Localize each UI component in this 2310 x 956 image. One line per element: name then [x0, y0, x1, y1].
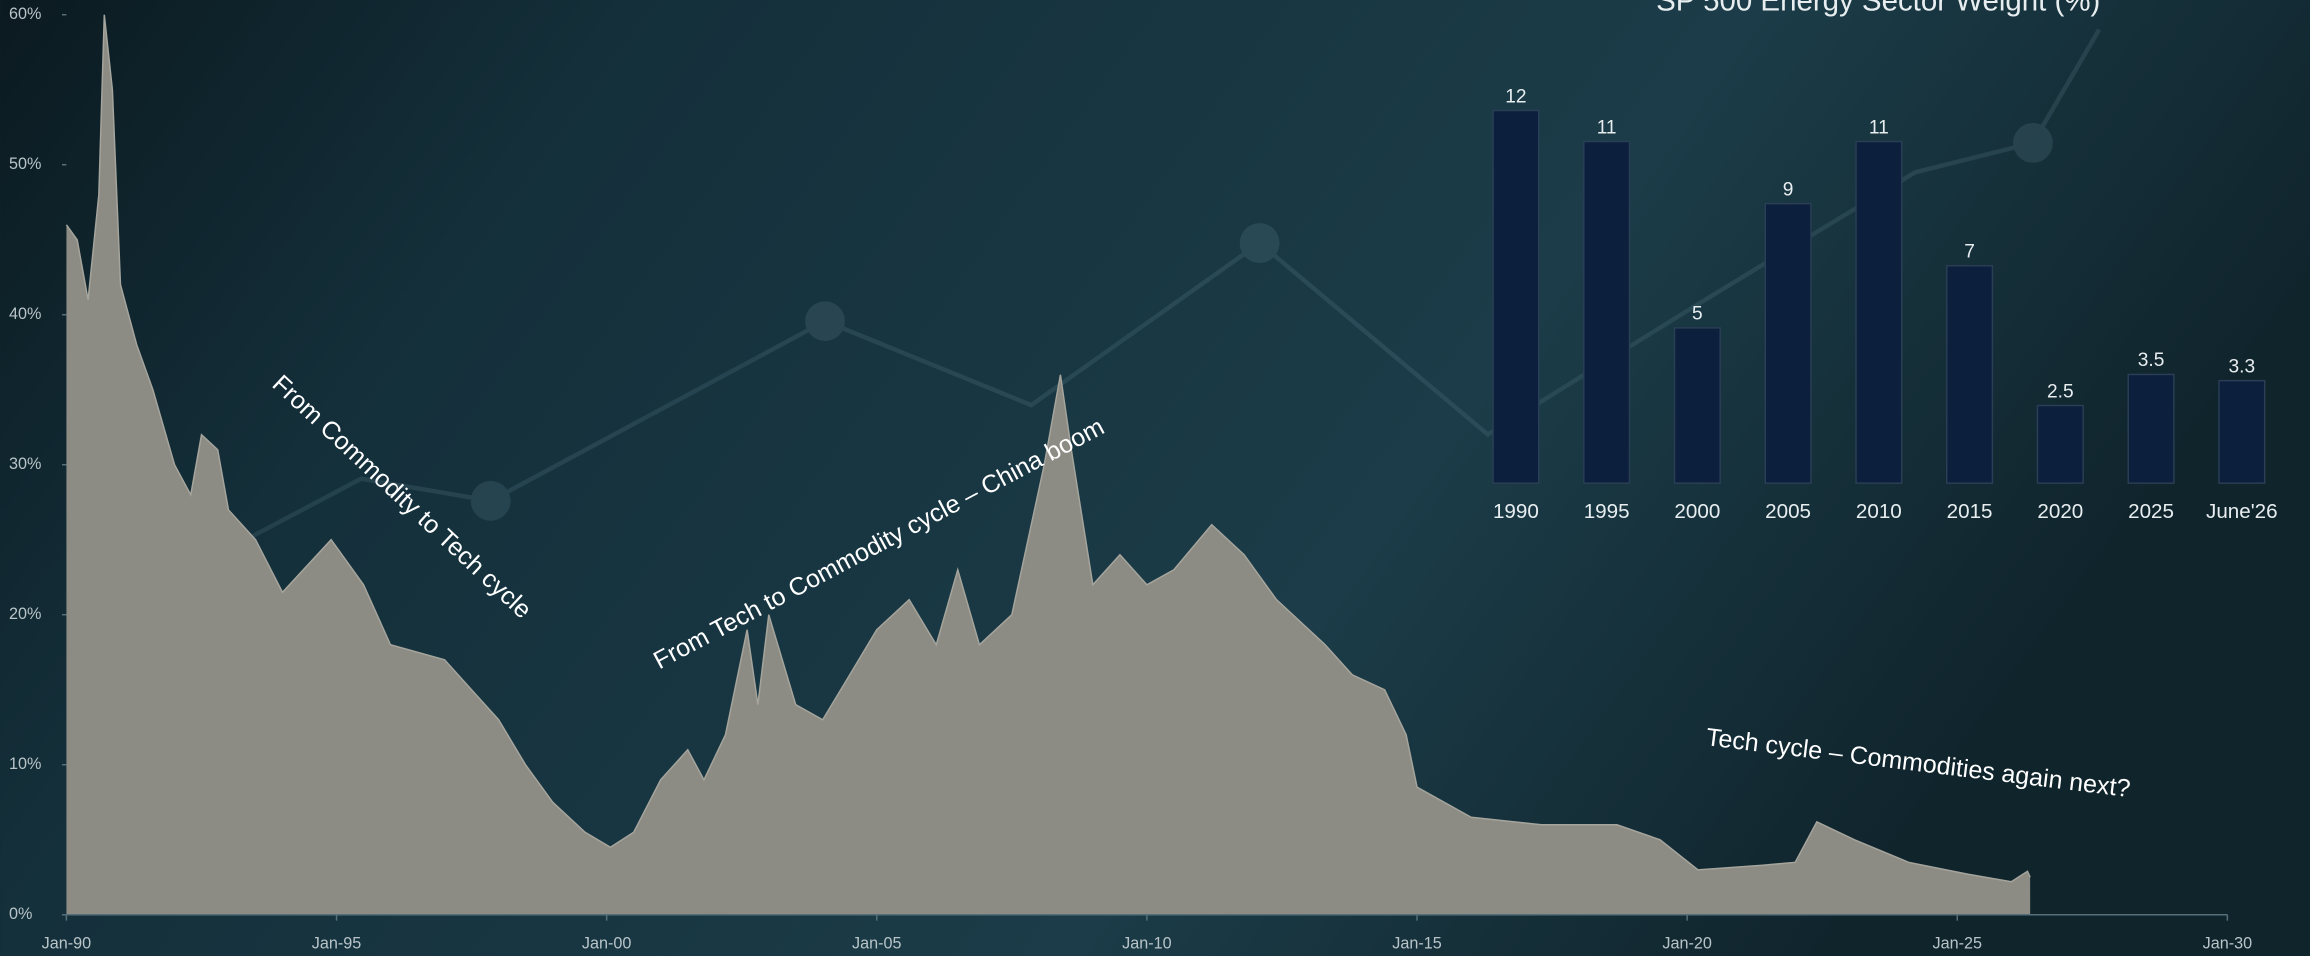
x-tick-label: 2025: [2128, 500, 2174, 523]
value-label: 2.5: [2047, 381, 2074, 402]
decoration: [234, 28, 2102, 547]
value-label: 9: [1783, 179, 1794, 200]
x-tick-label: Jan-25: [1933, 934, 1983, 952]
bar: [1583, 140, 1631, 484]
x-tick-label: Jan-15: [1392, 934, 1442, 952]
y-tick-label: 0%: [9, 905, 32, 923]
value-label: 11: [1869, 117, 1889, 138]
bar-chart: SP 500 Energy Sector Weight (%) 12 1990 11 1…: [1492, 0, 2278, 523]
bar: [1492, 109, 1540, 484]
x-tick-label: Jan-20: [1662, 934, 1712, 952]
x-tick-label: 1990: [1493, 500, 1539, 523]
bar: [1764, 202, 1812, 484]
y-tick-label: 50%: [9, 155, 41, 173]
x-tick-label: Jan-95: [312, 934, 362, 952]
bar: [1855, 140, 1903, 484]
x-tick-label: 2020: [2037, 500, 2083, 523]
bar: [2127, 373, 2175, 484]
x-tick-label: 2015: [1947, 500, 1993, 523]
y-tick-label: 30%: [9, 455, 41, 473]
y-tick-label: 20%: [9, 605, 41, 623]
x-tick-label: 1995: [1584, 500, 1630, 523]
x-tick-label: 2005: [1765, 500, 1811, 523]
x-tick-label: Jan-10: [1122, 934, 1172, 952]
bar: [1673, 327, 1721, 484]
bar: [1946, 265, 1994, 484]
x-tick-label: 2010: [1856, 500, 1902, 523]
x-tick-label: Jan-00: [582, 934, 631, 952]
x-tick-label: Jan-05: [852, 934, 902, 952]
x-tick-label: June'26: [2206, 500, 2278, 523]
y-tick-label: 40%: [9, 305, 41, 323]
chart-title: SP 500 Energy Sector Weight (%): [1656, 0, 2100, 18]
bar: [2036, 404, 2084, 484]
area-line: [65, 14, 2031, 883]
x-tick-label: Jan-90: [42, 934, 92, 952]
value-label: 7: [1964, 242, 1975, 263]
x-tick-label: 2000: [1674, 500, 1720, 523]
value-label: 12: [1505, 86, 1526, 107]
y-tick-label: 60%: [9, 5, 41, 23]
y-tick-label: 10%: [9, 755, 41, 773]
bar: [2218, 379, 2266, 484]
value-label: 3.3: [2229, 356, 2256, 377]
value-label: 11: [1597, 117, 1617, 138]
x-tick-label: Jan-30: [2203, 934, 2253, 952]
value-label: 3.5: [2138, 350, 2165, 371]
area-fill: [66, 14, 2031, 915]
value-label: 5: [1692, 304, 1703, 325]
